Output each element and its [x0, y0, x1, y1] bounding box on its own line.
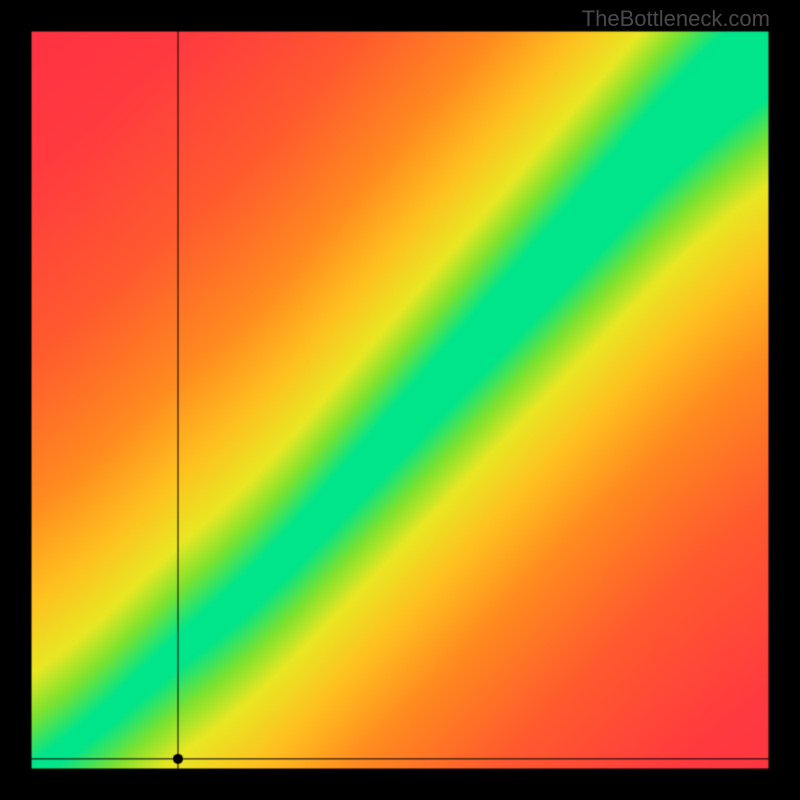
watermark-text: TheBottleneck.com: [582, 6, 770, 32]
bottleneck-heatmap: [0, 0, 800, 800]
chart-container: TheBottleneck.com: [0, 0, 800, 800]
